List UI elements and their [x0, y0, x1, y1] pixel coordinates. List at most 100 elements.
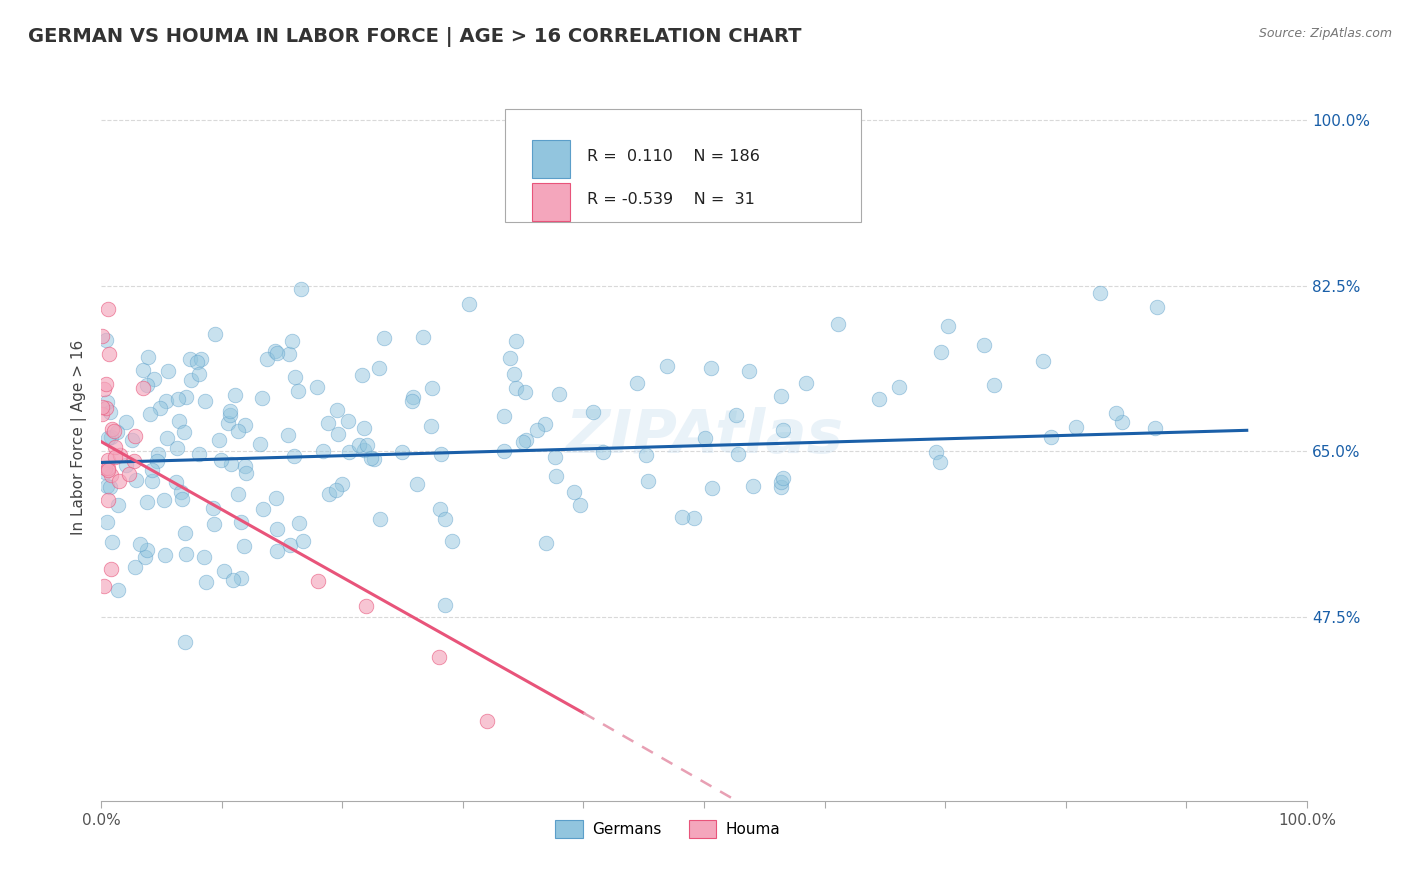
- Point: [229, 571, 252, 585]
- Point: [724, 409, 747, 423]
- Point: [356, 437, 378, 451]
- Point: [373, 331, 395, 345]
- Point: [250, 391, 273, 405]
- Legend: Germans, Houma: Germans, Houma: [550, 814, 786, 844]
- Point: [772, 423, 794, 437]
- Point: [683, 511, 706, 525]
- Point: [94, 377, 117, 392]
- Point: [94, 333, 117, 347]
- Point: [135, 377, 157, 392]
- Point: [1146, 301, 1168, 315]
- Point: [124, 473, 146, 487]
- Point: [1143, 421, 1166, 435]
- Point: [107, 582, 129, 597]
- Point: [97, 302, 120, 317]
- Point: [494, 409, 516, 423]
- Point: [929, 455, 952, 469]
- Point: [195, 575, 218, 590]
- Point: [534, 417, 557, 432]
- Point: [770, 479, 793, 493]
- Point: [326, 427, 349, 442]
- Point: [936, 319, 959, 334]
- Point: [121, 434, 143, 448]
- Point: [434, 511, 457, 525]
- Point: [105, 425, 128, 439]
- Point: [430, 447, 453, 461]
- Point: [266, 544, 288, 558]
- Point: [637, 474, 659, 488]
- Point: [772, 470, 794, 484]
- Point: [94, 461, 117, 475]
- Point: [156, 364, 179, 378]
- Point: [434, 598, 457, 612]
- Point: [100, 429, 122, 443]
- Point: [544, 450, 567, 464]
- Point: [827, 318, 849, 332]
- Point: [738, 364, 761, 378]
- Point: [544, 469, 567, 483]
- Point: [326, 403, 349, 417]
- Point: [180, 373, 202, 387]
- Point: [97, 347, 120, 361]
- Point: [222, 574, 245, 588]
- Point: [264, 344, 287, 359]
- Point: [278, 347, 301, 361]
- FancyBboxPatch shape: [505, 110, 860, 222]
- Point: [118, 467, 141, 481]
- Point: [1088, 286, 1111, 301]
- Point: [108, 448, 131, 462]
- Point: [148, 447, 170, 461]
- Text: R =  0.110    N = 186: R = 0.110 N = 186: [588, 149, 761, 164]
- Point: [97, 493, 120, 508]
- Point: [288, 516, 311, 530]
- Point: [115, 458, 138, 472]
- Point: [156, 431, 179, 445]
- Point: [983, 378, 1005, 392]
- Point: [283, 450, 305, 464]
- Point: [231, 515, 253, 529]
- Point: [94, 401, 117, 415]
- Point: [569, 498, 592, 512]
- Point: [592, 445, 614, 459]
- Point: [136, 494, 159, 508]
- Point: [503, 367, 526, 381]
- Point: [290, 282, 312, 296]
- Point: [266, 346, 288, 360]
- Point: [166, 475, 188, 490]
- Point: [401, 394, 423, 409]
- Point: [174, 525, 197, 540]
- Point: [634, 448, 657, 462]
- Point: [742, 478, 765, 492]
- Point: [194, 394, 217, 409]
- Point: [91, 400, 114, 414]
- Point: [353, 421, 375, 435]
- Point: [494, 444, 516, 458]
- Point: [284, 370, 307, 384]
- Point: [174, 390, 197, 404]
- Point: [1066, 420, 1088, 434]
- Point: [217, 416, 239, 430]
- Point: [337, 414, 360, 428]
- Point: [104, 440, 127, 454]
- Point: [193, 549, 215, 564]
- Point: [564, 485, 586, 500]
- Point: [124, 429, 146, 443]
- Point: [202, 517, 225, 532]
- Point: [100, 422, 122, 436]
- Point: [727, 447, 749, 461]
- Point: [281, 334, 304, 348]
- Point: [499, 351, 522, 365]
- Point: [129, 537, 152, 551]
- Point: [93, 382, 115, 396]
- Point: [100, 534, 122, 549]
- Point: [132, 363, 155, 377]
- Point: [100, 468, 122, 483]
- Point: [505, 381, 527, 395]
- Point: [534, 536, 557, 550]
- Point: [626, 376, 648, 390]
- Point: [368, 511, 391, 525]
- Point: [695, 431, 717, 445]
- Point: [1111, 416, 1133, 430]
- Point: [794, 376, 817, 390]
- Point: [139, 408, 162, 422]
